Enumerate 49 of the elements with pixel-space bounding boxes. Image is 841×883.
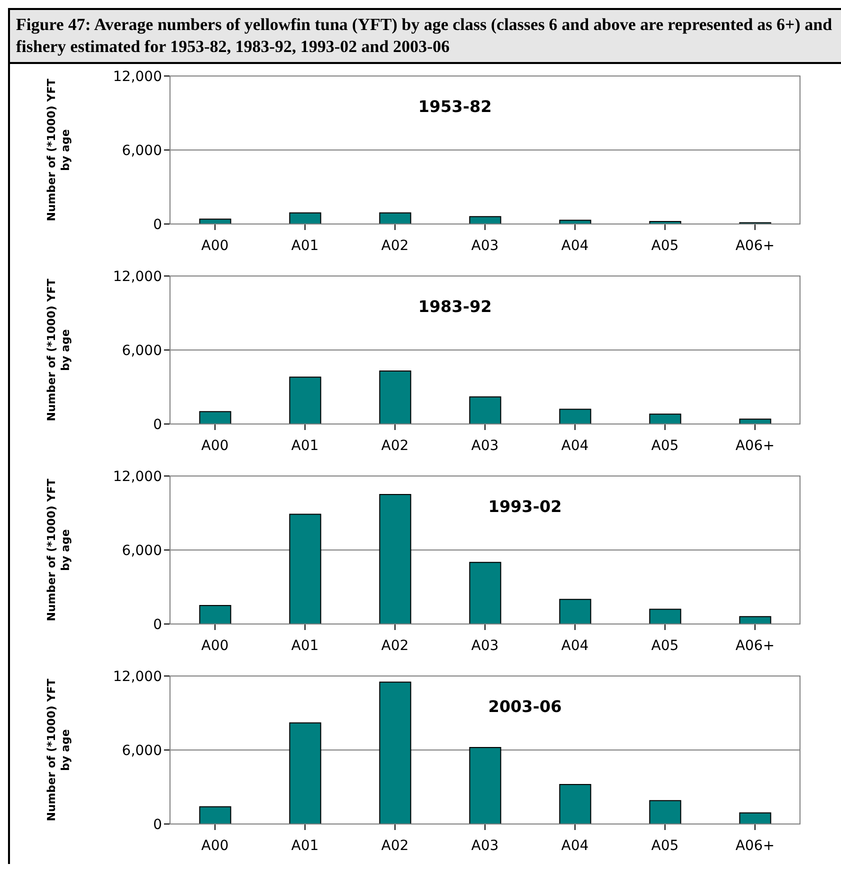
y-tick-label: 12,000 <box>113 468 162 485</box>
x-tick-label: A00 <box>201 238 229 254</box>
x-tick-label: A04 <box>561 638 589 654</box>
x-tick-label: A06+ <box>735 438 775 454</box>
x-tick-label: A03 <box>471 438 499 454</box>
x-tick-label: A04 <box>561 238 589 254</box>
y-tick-label: 0 <box>153 216 162 233</box>
x-tick-label: A02 <box>381 438 409 454</box>
x-tick-label: A00 <box>201 438 229 454</box>
x-tick-label: A02 <box>381 638 409 654</box>
y-tick-label: 12,000 <box>113 668 162 685</box>
x-tick-label: A06+ <box>735 238 775 254</box>
x-tick-label: A03 <box>471 838 499 854</box>
x-tick-label: A00 <box>201 638 229 654</box>
y-tick-label: 12,000 <box>113 68 162 85</box>
y-axis-title: Number of (*1000) YFT by age <box>45 278 72 422</box>
x-tick-label: A02 <box>381 838 409 854</box>
x-tick-label: A03 <box>471 238 499 254</box>
x-tick-label: A05 <box>651 638 679 654</box>
x-tick-label: A01 <box>291 438 319 454</box>
y-tick-label: 0 <box>153 616 162 633</box>
y-tick-label: 6,000 <box>122 542 162 559</box>
text: 1983-92 <box>418 297 492 316</box>
y-axis-title: Number of (*1000) YFT by age <box>45 478 72 622</box>
y-axis-title: Number of (*1000) YFT by age <box>45 78 72 222</box>
x-tick-label: A06+ <box>735 638 775 654</box>
x-tick-label: A04 <box>561 838 589 854</box>
x-tick-label: A01 <box>291 838 319 854</box>
chart-title: Figure 47: Average numbers of yellowfin tuna (YFT) by age class (classes 6 and above are represented as 6+) and fishery estimated for 1953-82, 1983-92, 1993-02 and 2003-06 <box>10 10 841 64</box>
text: 1953-82 <box>418 97 492 116</box>
y-tick-label: 6,000 <box>122 142 162 159</box>
x-tick-label: A00 <box>201 838 229 854</box>
x-tick-label: A01 <box>291 638 319 654</box>
x-tick-label: A03 <box>471 638 499 654</box>
y-tick-label: 6,000 <box>122 342 162 359</box>
x-tick-label: A02 <box>381 238 409 254</box>
y-tick-label: 12,000 <box>113 268 162 285</box>
y-tick-label: 0 <box>153 816 162 833</box>
text: 2003-06 <box>488 697 562 716</box>
x-tick-label: A04 <box>561 438 589 454</box>
y-tick-label: 0 <box>153 416 162 433</box>
x-tick-label: A05 <box>651 838 679 854</box>
x-tick-label: A01 <box>291 238 319 254</box>
text: 1993-02 <box>488 497 562 516</box>
x-tick-label: A05 <box>651 238 679 254</box>
y-tick-label: 6,000 <box>122 742 162 759</box>
y-axis-title: Number of (*1000) YFT by age <box>45 678 72 822</box>
x-tick-label: A05 <box>651 438 679 454</box>
x-tick-label: A06+ <box>735 838 775 854</box>
